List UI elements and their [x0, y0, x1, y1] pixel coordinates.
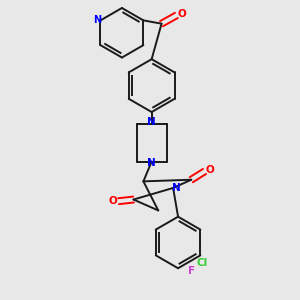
Text: N: N	[147, 158, 156, 168]
Text: N: N	[93, 15, 101, 25]
Text: F: F	[188, 266, 196, 276]
Text: O: O	[206, 166, 214, 176]
Text: O: O	[109, 196, 117, 206]
Text: O: O	[178, 9, 187, 20]
Text: Cl: Cl	[196, 258, 208, 268]
Text: N: N	[147, 117, 156, 127]
Text: N: N	[172, 183, 181, 193]
